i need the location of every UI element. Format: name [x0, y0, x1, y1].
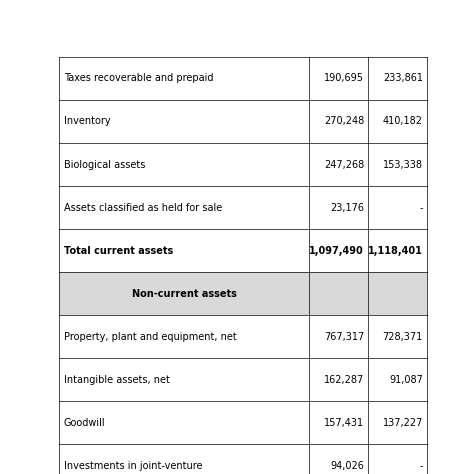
Bar [59, 272, 427, 315]
Bar [59, 445, 427, 474]
Text: -: - [419, 202, 423, 213]
Text: Assets classified as held for sale: Assets classified as held for sale [64, 202, 222, 213]
Text: Taxes recoverable and prepaid: Taxes recoverable and prepaid [64, 73, 213, 83]
Text: 767,317: 767,317 [324, 332, 364, 342]
Bar [59, 315, 427, 358]
Text: Inventory: Inventory [64, 117, 110, 127]
Text: 94,026: 94,026 [330, 461, 364, 471]
Bar [59, 143, 427, 186]
Text: 162,287: 162,287 [324, 375, 364, 385]
Text: 410,182: 410,182 [383, 117, 423, 127]
Text: Biological assets: Biological assets [64, 160, 145, 170]
Text: 91,087: 91,087 [389, 375, 423, 385]
Text: Investments in joint-venture: Investments in joint-venture [64, 461, 202, 471]
Text: 247,268: 247,268 [324, 160, 364, 170]
Bar [59, 100, 427, 143]
Text: 157,431: 157,431 [324, 418, 364, 428]
Text: 190,695: 190,695 [324, 73, 364, 83]
Text: Intangible assets, net: Intangible assets, net [64, 375, 170, 385]
Text: 233,861: 233,861 [383, 73, 423, 83]
Text: 1,118,401: 1,118,401 [368, 246, 423, 255]
Text: -: - [419, 461, 423, 471]
Text: 137,227: 137,227 [383, 418, 423, 428]
Text: 1,097,490: 1,097,490 [310, 246, 364, 255]
Bar [59, 401, 427, 445]
Text: 728,371: 728,371 [383, 332, 423, 342]
Text: 270,248: 270,248 [324, 117, 364, 127]
Bar [59, 229, 427, 272]
Text: 153,338: 153,338 [383, 160, 423, 170]
Bar [59, 358, 427, 401]
Text: Goodwill: Goodwill [64, 418, 105, 428]
Text: Total current assets: Total current assets [64, 246, 173, 255]
Text: Non-current assets: Non-current assets [132, 289, 237, 299]
Bar [59, 57, 427, 100]
Bar [59, 186, 427, 229]
Text: 23,176: 23,176 [330, 202, 364, 213]
Text: Property, plant and equipment, net: Property, plant and equipment, net [64, 332, 237, 342]
